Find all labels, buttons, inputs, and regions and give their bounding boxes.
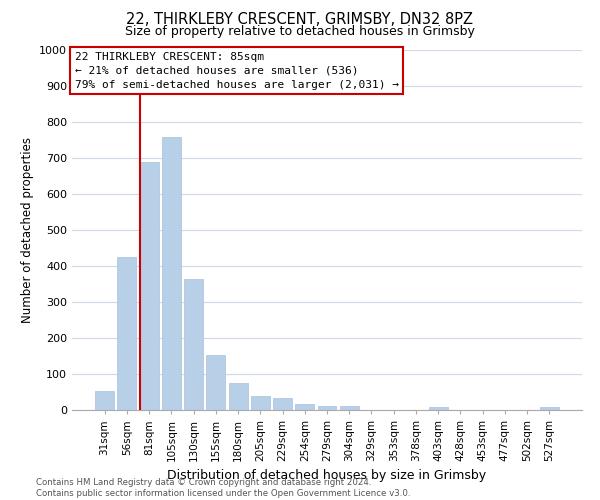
Bar — [273, 398, 292, 410]
Text: Contains HM Land Registry data © Crown copyright and database right 2024.
Contai: Contains HM Land Registry data © Crown c… — [36, 478, 410, 498]
Text: 22 THIRKLEBY CRESCENT: 85sqm
← 21% of detached houses are smaller (536)
79% of s: 22 THIRKLEBY CRESCENT: 85sqm ← 21% of de… — [74, 52, 398, 90]
Bar — [118, 257, 136, 410]
Bar — [162, 138, 181, 410]
Text: 22, THIRKLEBY CRESCENT, GRIMSBY, DN32 8PZ: 22, THIRKLEBY CRESCENT, GRIMSBY, DN32 8P… — [127, 12, 473, 28]
Bar — [251, 396, 270, 410]
Bar — [295, 404, 314, 410]
Bar — [184, 280, 203, 410]
Bar — [429, 407, 448, 410]
Bar — [317, 406, 337, 410]
Text: Size of property relative to detached houses in Grimsby: Size of property relative to detached ho… — [125, 25, 475, 38]
X-axis label: Distribution of detached houses by size in Grimsby: Distribution of detached houses by size … — [167, 470, 487, 482]
Bar — [340, 406, 359, 410]
Bar — [206, 356, 225, 410]
Bar — [540, 407, 559, 410]
Bar — [95, 392, 114, 410]
Y-axis label: Number of detached properties: Number of detached properties — [20, 137, 34, 323]
Bar — [229, 383, 248, 410]
Bar — [140, 162, 158, 410]
